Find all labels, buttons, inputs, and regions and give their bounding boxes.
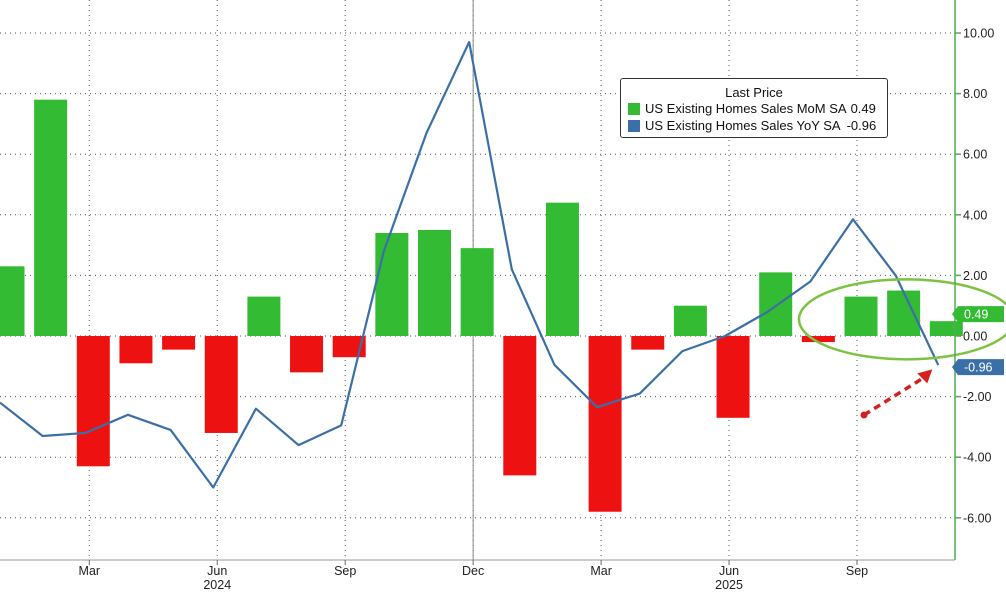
last-value-tag xyxy=(952,359,1004,376)
legend-entry-yoy: US Existing Homes Sales YoY SA -0.96 xyxy=(621,117,887,134)
mom-bar xyxy=(673,305,707,336)
mom-bar xyxy=(631,336,665,350)
year-label: 2024 xyxy=(203,578,231,592)
y-tick-label: -2.00 xyxy=(963,390,992,404)
legend-swatch-yoy xyxy=(628,119,640,132)
legend: Last Price US Existing Homes Sales MoM S… xyxy=(620,78,888,138)
y-tick-label: 6.00 xyxy=(963,148,987,162)
y-tick-label: 10.00 xyxy=(963,27,994,41)
y-tick-label: 4.00 xyxy=(963,208,987,222)
y-tick-label: -4.00 xyxy=(963,451,992,465)
y-tick-label: 8.00 xyxy=(963,87,987,101)
legend-title: Last Price xyxy=(725,85,783,100)
mom-bars xyxy=(0,99,963,512)
legend-value-mom: 0.49 xyxy=(850,101,876,116)
mom-bar xyxy=(0,266,25,336)
y-tick-label: 2.00 xyxy=(963,269,987,283)
legend-label-mom: US Existing Homes Sales MoM SA xyxy=(645,101,847,116)
mom-bar xyxy=(844,296,878,336)
mom-bar xyxy=(162,336,196,350)
arrow-head xyxy=(917,369,933,384)
yoy-line xyxy=(0,40,940,489)
annotations xyxy=(797,278,1006,419)
mom-bar xyxy=(759,272,793,336)
y-tick-label: -6.00 xyxy=(963,511,992,525)
mom-bar xyxy=(290,336,324,373)
mom-bar xyxy=(119,336,153,364)
x-tick-label: Jun xyxy=(207,564,227,578)
legend-label-yoy: US Existing Homes Sales YoY SA xyxy=(645,118,841,133)
mom-bar xyxy=(204,336,238,433)
mom-bar xyxy=(716,336,750,418)
mom-bar xyxy=(588,336,622,512)
x-tick-label: Jun xyxy=(719,564,739,578)
x-tick-label: Dec xyxy=(462,564,484,578)
x-tick-label: Sep xyxy=(334,564,356,578)
mom-bar xyxy=(375,232,409,336)
mom-bar xyxy=(247,296,281,336)
mom-bar xyxy=(801,336,835,343)
arrow-tail-dot xyxy=(860,411,868,419)
legend-swatch-mom xyxy=(628,102,640,115)
x-tick-label: Mar xyxy=(590,564,612,578)
mom-bar xyxy=(332,336,366,358)
mom-bar xyxy=(418,229,451,336)
mom-bar xyxy=(545,202,579,336)
last-value-tag xyxy=(952,306,1004,323)
last-value-label: 0.49 xyxy=(964,308,988,322)
yoy-line-layer xyxy=(0,40,940,489)
year-label: 2025 xyxy=(715,578,743,592)
mom-bar xyxy=(503,336,537,476)
legend-value-yoy: -0.96 xyxy=(846,118,877,133)
y-tick-label: 0.00 xyxy=(963,330,987,344)
last-value-label: -0.96 xyxy=(964,361,993,375)
mom-bar xyxy=(887,290,921,336)
x-tick-label: Sep xyxy=(846,564,868,578)
mom-bar xyxy=(76,336,110,467)
legend-entry-mom: US Existing Homes Sales MoM SA 0.49 xyxy=(621,100,887,117)
x-tick-label: Mar xyxy=(79,564,101,578)
highlight-ellipse xyxy=(797,278,1006,361)
mom-bar xyxy=(34,99,68,336)
mom-bar xyxy=(929,321,963,336)
mom-bar xyxy=(460,248,494,336)
